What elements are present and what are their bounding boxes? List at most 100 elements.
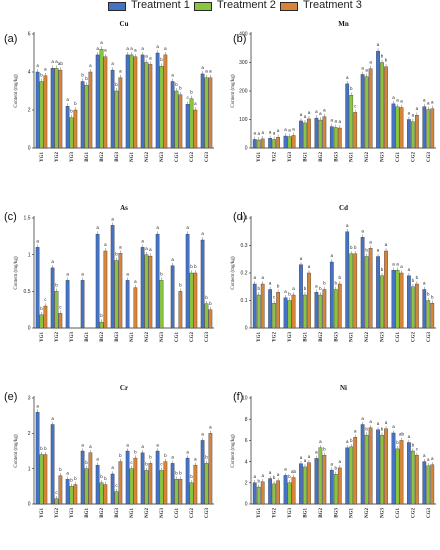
significance-label-ni-yg1-t2: b — [257, 478, 260, 483]
significance-label-cu-ng2-t1: a — [141, 46, 144, 51]
y-tick-label-ni: 0 — [245, 502, 248, 508]
significance-label-cu-yg3-t3: b — [74, 101, 77, 106]
bar-ni-yg1-t1 — [252, 482, 257, 505]
bar-as-bg2-t3 — [103, 250, 108, 329]
y-tick-label-as: 1.5 — [24, 216, 31, 222]
significance-label-cd-yg1-t2: b — [257, 286, 260, 291]
y-tick-label-ni: 6 — [245, 438, 248, 444]
x-tick-label-as-yg2: YG2 — [55, 332, 60, 343]
bar-as-ng1-t1 — [125, 280, 130, 329]
x-tick-label-as-bg2: BG2 — [100, 332, 105, 342]
significance-label-cr-ng3-t3: b — [164, 453, 167, 458]
y-tick-label-cr: 2 — [28, 431, 31, 437]
significance-label-mn-yg1-t2: a — [257, 131, 260, 136]
bar-mn-yg2-t3 — [276, 136, 280, 149]
bar-cu-bg3-t2 — [114, 90, 119, 149]
bar-cu-cg2-t2 — [189, 98, 194, 149]
significance-label-cd-ng2-t2: b — [365, 248, 368, 253]
bar-cd-ng3-t3 — [384, 250, 388, 329]
significance-label-cu-bg2-t3: a — [104, 48, 107, 53]
bar-cr-yg2-t3 — [58, 475, 63, 505]
significance-label-mn-bg1-t1: a — [300, 112, 303, 117]
significance-label-mn-yg3-t1: a — [284, 127, 287, 132]
bar-cd-yg3-t2 — [287, 300, 292, 329]
bar-mn-cg1-t3 — [399, 107, 404, 149]
significance-label-mn-yg3-t3: a — [292, 126, 295, 131]
y-tick-label-cd: 0.1 — [241, 298, 248, 304]
significance-label-cr-bg2-t2: b — [100, 474, 103, 479]
bar-as-cg3-t3 — [208, 309, 213, 329]
bar-as-cg1-t1 — [170, 265, 175, 329]
significance-label-cu-cg2-t2: b — [190, 90, 193, 95]
bar-cr-ng3-t1 — [155, 450, 160, 505]
y-tick-label-mn: 200 — [239, 89, 248, 95]
significance-label-mn-ng3-t1: a — [377, 42, 380, 47]
bar-mn-yg2-t1 — [268, 138, 273, 149]
bar-mn-ng2-t1 — [360, 74, 365, 149]
x-tick-label-cr-ng2: NG2 — [145, 508, 150, 519]
significance-label-cd-ng2-t1: a — [361, 228, 364, 233]
bar-cr-bg2-t1 — [95, 464, 100, 505]
legend-item-treatment-1: Treatment 1 — [108, 0, 190, 13]
bar-cu-bg1-t1 — [80, 81, 85, 149]
bar-ni-yg3-t1 — [283, 475, 288, 505]
bar-ni-cg3-t1 — [422, 461, 427, 505]
x-tick-label-mn-bg2: BG2 — [319, 152, 324, 162]
significance-label-mn-bg2-t3: a — [323, 108, 326, 113]
significance-label-ni-cg1-t1: a — [392, 424, 395, 429]
x-tick-label-cu-bg3: BG3 — [115, 152, 120, 162]
panel-label-ni: (f) — [233, 391, 243, 403]
significance-label-cd-yg2-t2: c — [273, 294, 276, 299]
y-tick-label-cd: 0 — [245, 326, 248, 332]
significance-label-as-ng3-t1: a — [156, 225, 159, 230]
bar-cd-ng3-t1 — [376, 256, 380, 329]
x-tick-label-as-yg3: YG3 — [70, 332, 75, 343]
significance-label-cr-yg2-t2: c — [55, 490, 58, 495]
bar-ni-cg3-t2 — [426, 465, 431, 505]
bar-cd-bg2-t2 — [318, 294, 323, 329]
bar-cr-bg2-t3 — [103, 484, 108, 505]
bar-cd-ng1-t1 — [345, 231, 350, 329]
bar-mn-yg3-t1 — [283, 135, 288, 149]
x-tick-label-cr-cg3: CG3 — [205, 508, 210, 519]
significance-label-cd-yg3-t2: b — [288, 292, 291, 297]
significance-label-cd-bg1-t2: b — [304, 286, 307, 291]
bar-mn-ng2-t3 — [368, 68, 373, 149]
significance-label-cr-ng3-t1: a — [156, 442, 159, 447]
bar-cd-yg2-t1 — [268, 289, 273, 329]
x-tick-label-as-cg2: CG2 — [190, 332, 195, 343]
bar-ni-yg2-t3 — [276, 480, 280, 505]
bar-cu-bg2-t3 — [103, 56, 108, 149]
bar-mn-yg3-t3 — [291, 135, 296, 149]
bar-as-bg2-t2 — [99, 321, 104, 329]
bar-as-cg3-t1 — [200, 239, 205, 329]
significance-label-cd-cg1-t1: a — [392, 261, 395, 266]
legend-item-treatment-3: Treatment 3 — [280, 0, 362, 13]
significance-label-cu-yg2-t2: a — [55, 59, 58, 64]
x-tick-label-ni-yg1: YG1 — [257, 508, 262, 519]
bar-mn-bg2-t1 — [314, 117, 319, 149]
significance-label-ni-ng2-t2: b — [365, 426, 368, 431]
bar-cr-ng2-t1 — [140, 452, 145, 505]
y-tick-label-cd: 0.3 — [241, 243, 248, 249]
bar-cr-yg3-t3 — [73, 484, 78, 505]
bar-ni-bg3-t1 — [329, 469, 334, 505]
bar-cu-yg1-t3 — [43, 75, 48, 149]
bar-cd-yg1-t1 — [252, 283, 257, 329]
significance-label-cr-yg1-t3: b — [44, 446, 47, 451]
bar-mn-ng1-t1 — [345, 83, 350, 149]
significance-label-ni-bg3-t2: b — [335, 466, 338, 471]
x-tick-label-ni-bg2: BG2 — [319, 508, 324, 518]
bar-cu-yg2-t2 — [54, 68, 59, 149]
bar-cu-yg3-t3 — [73, 109, 78, 149]
bar-cr-ng2-t3 — [148, 463, 153, 505]
bar-as-ng3-t1 — [155, 233, 160, 329]
significance-label-cu-ng2-t2: a — [145, 53, 148, 58]
bar-ni-bg1-t1 — [299, 463, 303, 505]
significance-label-cr-bg3-t2: c — [115, 483, 118, 488]
bar-mn-cg2-t3 — [414, 115, 419, 149]
bar-mn-ng2-t2 — [364, 76, 369, 149]
bar-cd-ng2-t1 — [360, 237, 365, 329]
significance-label-cd-cg2-t1: a — [408, 267, 411, 272]
bar-cu-bg2-t2 — [99, 49, 104, 149]
